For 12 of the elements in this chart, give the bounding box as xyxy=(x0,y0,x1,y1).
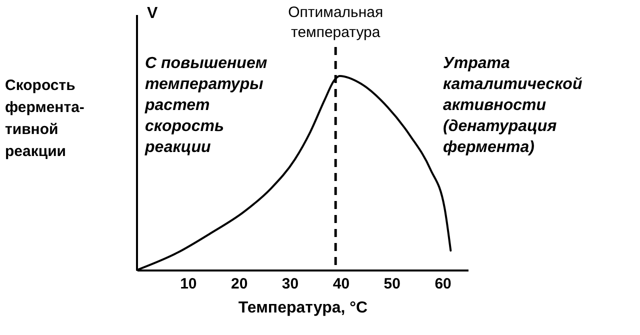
x-tick-label: 40 xyxy=(332,276,350,292)
x-axis-title: Температура, °C xyxy=(238,300,368,316)
x-tick-label: 30 xyxy=(282,276,299,292)
text: V xyxy=(147,5,158,22)
x-tick-label: 10 xyxy=(180,276,197,292)
x-tick-label: 20 xyxy=(231,276,248,292)
x-tick-label: 60 xyxy=(434,276,452,292)
annotation: Утрата каталитической активности (денатурация фермента) xyxy=(443,55,582,156)
x-tick-label: 50 xyxy=(384,276,400,292)
annotation: С повышением температуры растет скорость реакции xyxy=(144,55,268,156)
ref-line-label: Оптимальная температура xyxy=(288,4,384,41)
y-axis-title: Скорость фермента- тивной реакции xyxy=(5,77,84,160)
